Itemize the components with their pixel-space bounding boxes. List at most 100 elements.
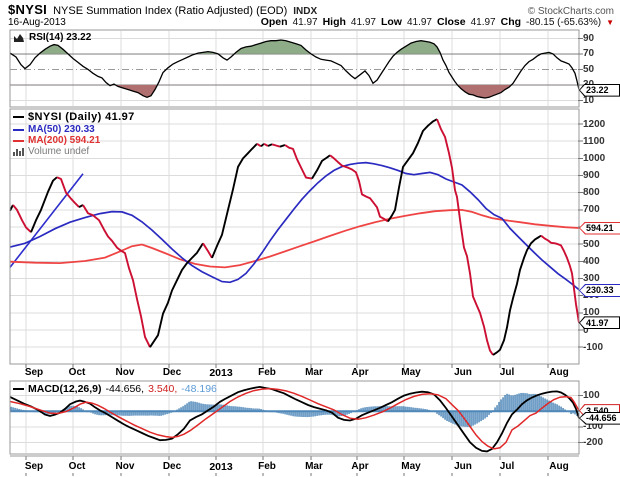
ohlc-quote: Open 41.97 High 41.97 Low 41.97 Close 41… [261, 16, 614, 28]
macd-histogram-bar [504, 395, 506, 412]
macd-histogram-bar [450, 411, 452, 423]
macd-histogram-bar [442, 411, 444, 419]
macd-signal-line [9, 387, 580, 450]
macd-histogram-bar [552, 402, 554, 412]
macd-histogram-bar [424, 409, 426, 412]
macd-histogram-bar [558, 405, 560, 412]
macd-histogram-bar [290, 411, 292, 416]
symbol: $NYSI [8, 2, 48, 17]
macd-histogram-bar [358, 409, 360, 412]
macd-histogram-bar [78, 407, 80, 412]
macd-histogram-bar [246, 407, 248, 412]
chart-date: 16-Aug-2013 [8, 17, 66, 28]
down-triangle-icon: ▼ [606, 18, 614, 27]
macd-histogram-bar [308, 411, 310, 417]
macd-histogram-bar [236, 406, 238, 412]
macd-histogram-bar [286, 411, 288, 415]
volume-legend-label: Volume undef [28, 146, 90, 157]
macd-histogram-bar [226, 405, 228, 412]
macd-histogram-bar [484, 411, 486, 419]
price-line-down [82, 204, 151, 348]
macd-histogram-bar [346, 411, 348, 415]
macd-histogram-bar [214, 404, 216, 412]
ma50-legend-label: MA(50) 230.33 [28, 124, 95, 135]
macd-histogram-bar [518, 393, 520, 412]
macd-histogram-bar [362, 407, 364, 412]
macd-histogram-bar [132, 411, 134, 416]
macd-histogram-bar [532, 393, 534, 412]
macd-histogram-bar [288, 411, 290, 416]
rsi-oversold-fill [10, 84, 579, 98]
macd-histogram-bar [542, 397, 544, 412]
macd-histogram-bar [436, 411, 438, 414]
macd-histogram-bar [572, 411, 574, 414]
macd-histogram-bar [324, 411, 326, 415]
macd-histogram-bar [258, 408, 260, 412]
macd-histogram-bar [180, 407, 182, 412]
macd-histogram-bar [516, 394, 518, 412]
macd-histogram-bar [182, 406, 184, 412]
macd-histogram-bar [470, 411, 472, 427]
macd-histogram-bar [256, 408, 258, 412]
close-value: 41.97 [470, 17, 496, 28]
macd-histogram-bar [318, 411, 320, 416]
macd-histogram-bar [528, 393, 530, 412]
macd-histogram-bar [144, 411, 146, 416]
macd-histogram-bar [248, 407, 250, 412]
macd-histogram-bar [462, 411, 464, 427]
price-line-down [12, 204, 32, 233]
ma200-legend-label: MA(200) 594.21 [28, 135, 101, 146]
price-line-up [267, 143, 273, 147]
macd-histogram-bar [250, 408, 252, 412]
macd-histogram-bar [116, 411, 118, 416]
price-legend: $NYSI (Daily) 41.97 [13, 111, 135, 123]
histogram-value: -48.196 [181, 383, 217, 395]
macd-histogram-bar [252, 408, 254, 412]
volume-bars-icon [13, 148, 24, 156]
macd-histogram-bar [124, 411, 126, 416]
macd-histogram-bar [304, 411, 306, 417]
macd-histogram-bar [548, 400, 550, 412]
macd-histogram-bar [76, 406, 78, 412]
price-line-up [78, 204, 84, 208]
macd-histogram-bar [374, 406, 376, 412]
macd-histogram-bar [306, 411, 308, 418]
macd-histogram-bar [92, 411, 94, 414]
macd-histogram-bar [478, 411, 480, 423]
macd-histogram-bar [162, 411, 164, 416]
macd-histogram-bar [416, 407, 418, 412]
macd-histogram-bar [100, 411, 102, 416]
macd-histogram-bar [196, 402, 198, 412]
panel-border [9, 108, 580, 365]
macd-histogram-bar [486, 411, 488, 418]
macd-histogram-bar [98, 411, 100, 416]
macd-histogram-bar [152, 411, 154, 416]
open-value: 41.97 [292, 17, 318, 28]
price-line-down [329, 154, 389, 223]
copyright: © StockCharts.com [527, 6, 614, 17]
macd-histogram-bar [438, 411, 440, 416]
macd-histogram-bar [122, 411, 124, 416]
macd-histogram-bar [466, 411, 468, 427]
macd-histogram-bar [118, 411, 120, 416]
macd-histogram-bar [328, 411, 330, 415]
macd-histogram-bar [300, 411, 302, 417]
macd-histogram-bar [160, 411, 162, 416]
macd-histogram-bar [384, 406, 386, 412]
macd-histogram-bar [560, 406, 562, 412]
macd-histogram-bar [148, 411, 150, 416]
macd-histogram-bar [102, 411, 104, 416]
macd-histogram-bar [320, 411, 322, 416]
macd-histogram-bar [244, 407, 246, 412]
macd-histogram-bar [402, 406, 404, 412]
macd-histogram-bar [298, 411, 300, 417]
macd-histogram-bar [348, 411, 350, 414]
price-line-up [260, 143, 265, 148]
macd-histogram-bar [538, 395, 540, 412]
macd-histogram-bar [412, 407, 414, 412]
macd-histogram-bar [204, 404, 206, 412]
macd-histogram-bar [128, 411, 130, 416]
macd-histogram-bar [540, 396, 542, 412]
macd-histogram-bar [342, 411, 344, 416]
macd-histogram-bar [530, 394, 532, 412]
